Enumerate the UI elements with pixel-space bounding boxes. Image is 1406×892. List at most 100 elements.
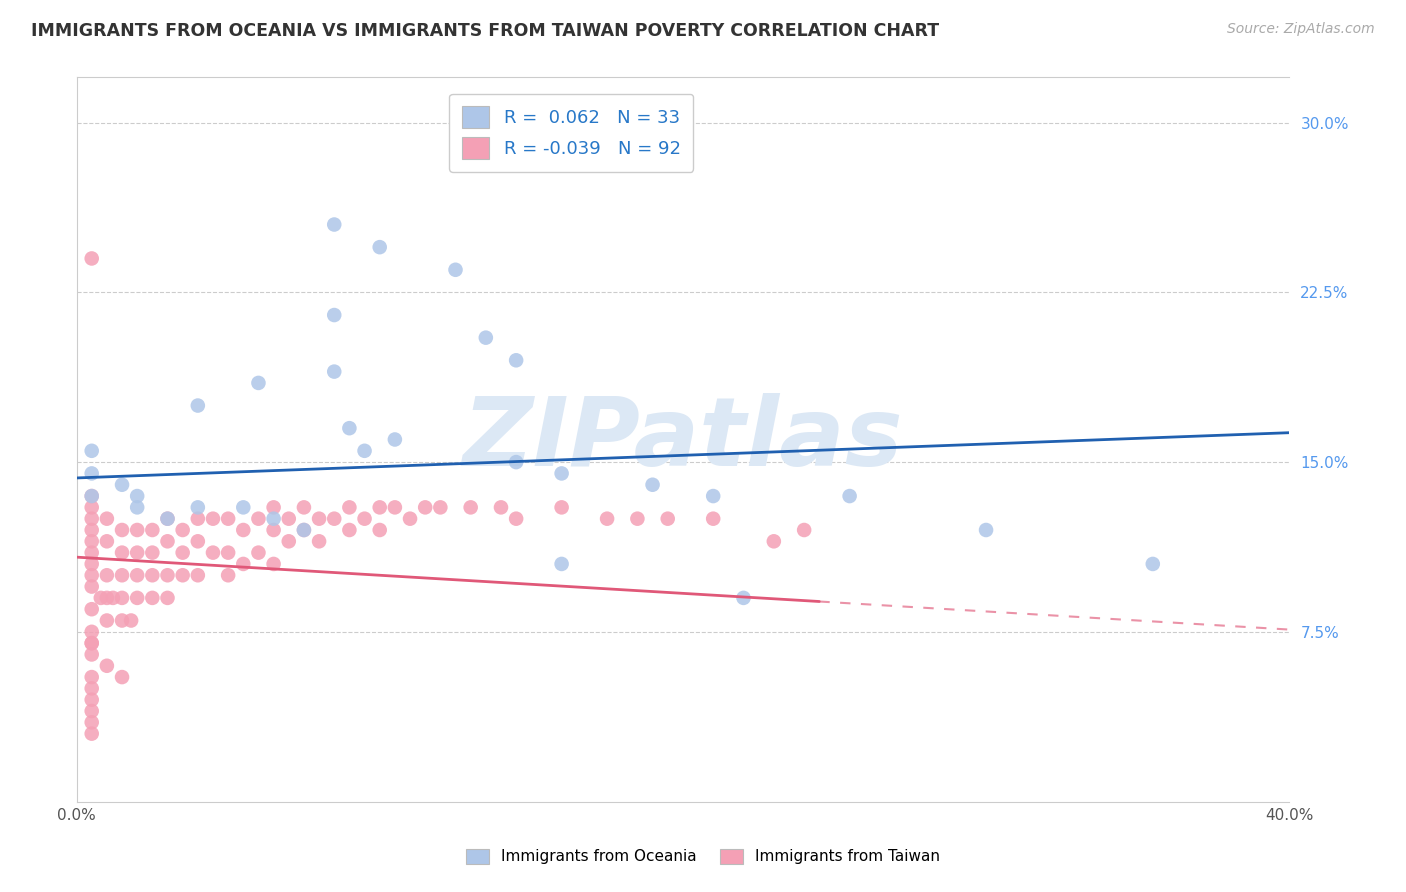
Point	[80, 704, 103, 718]
Point	[80, 636, 103, 650]
Point	[80, 681, 103, 696]
Point	[762, 534, 785, 549]
Point	[308, 534, 330, 549]
Point	[292, 523, 315, 537]
Point	[80, 523, 103, 537]
Text: Source: ZipAtlas.com: Source: ZipAtlas.com	[1227, 22, 1375, 37]
Point	[217, 511, 239, 525]
Point	[127, 523, 149, 537]
Point	[156, 511, 179, 525]
Point	[156, 591, 179, 605]
Point	[127, 591, 149, 605]
Point	[80, 467, 103, 481]
Point	[80, 692, 103, 706]
Point	[201, 546, 224, 560]
Point	[80, 443, 103, 458]
Legend: Immigrants from Oceania, Immigrants from Taiwan: Immigrants from Oceania, Immigrants from…	[457, 839, 949, 873]
Point	[368, 500, 391, 515]
Point	[141, 568, 163, 582]
Point	[96, 511, 118, 525]
Point	[111, 546, 134, 560]
Text: ZIPatlas: ZIPatlas	[463, 393, 903, 486]
Point	[702, 511, 724, 525]
Point	[626, 511, 648, 525]
Point	[460, 500, 482, 515]
Point	[80, 568, 103, 582]
Point	[80, 715, 103, 730]
Point	[657, 511, 679, 525]
Point	[96, 534, 118, 549]
Point	[187, 511, 209, 525]
Point	[80, 602, 103, 616]
Point	[232, 557, 254, 571]
Point	[596, 138, 619, 153]
Point	[505, 455, 527, 469]
Point	[323, 365, 346, 379]
Point	[172, 523, 194, 537]
Point	[368, 240, 391, 254]
Point	[187, 399, 209, 413]
Point	[247, 511, 270, 525]
Point	[111, 568, 134, 582]
Text: IMMIGRANTS FROM OCEANIA VS IMMIGRANTS FROM TAIWAN POVERTY CORRELATION CHART: IMMIGRANTS FROM OCEANIA VS IMMIGRANTS FR…	[31, 22, 939, 40]
Point	[263, 511, 285, 525]
Point	[127, 546, 149, 560]
Point	[80, 670, 103, 684]
Point	[141, 591, 163, 605]
Point	[111, 614, 134, 628]
Point	[793, 523, 815, 537]
Point	[263, 557, 285, 571]
Point	[80, 636, 103, 650]
Point	[187, 534, 209, 549]
Point	[263, 523, 285, 537]
Point	[156, 511, 179, 525]
Point	[974, 523, 997, 537]
Point	[80, 546, 103, 560]
Point	[384, 433, 406, 447]
Point	[111, 477, 134, 491]
Point	[111, 523, 134, 537]
Point	[127, 500, 149, 515]
Point	[127, 568, 149, 582]
Point	[187, 500, 209, 515]
Point	[550, 467, 572, 481]
Point	[1142, 557, 1164, 571]
Point	[232, 500, 254, 515]
Point	[323, 308, 346, 322]
Point	[232, 523, 254, 537]
Point	[505, 353, 527, 368]
Point	[156, 534, 179, 549]
Point	[429, 500, 451, 515]
Point	[80, 624, 103, 639]
Point	[96, 591, 118, 605]
Point	[80, 252, 103, 266]
Point	[339, 523, 361, 537]
Point	[80, 489, 103, 503]
Point	[80, 511, 103, 525]
Point	[702, 489, 724, 503]
Point	[641, 477, 664, 491]
Point	[127, 489, 149, 503]
Point	[101, 591, 124, 605]
Point	[80, 580, 103, 594]
Point	[475, 331, 498, 345]
Point	[384, 500, 406, 515]
Point	[172, 568, 194, 582]
Point	[339, 500, 361, 515]
Point	[80, 648, 103, 662]
Point	[141, 523, 163, 537]
Point	[217, 546, 239, 560]
Point	[263, 500, 285, 515]
Point	[80, 489, 103, 503]
Point	[172, 546, 194, 560]
Point	[413, 500, 436, 515]
Point	[292, 500, 315, 515]
Point	[353, 443, 375, 458]
Point	[247, 376, 270, 390]
Point	[187, 568, 209, 582]
Point	[368, 523, 391, 537]
Point	[444, 262, 467, 277]
Point	[80, 557, 103, 571]
Point	[323, 218, 346, 232]
Point	[733, 591, 755, 605]
